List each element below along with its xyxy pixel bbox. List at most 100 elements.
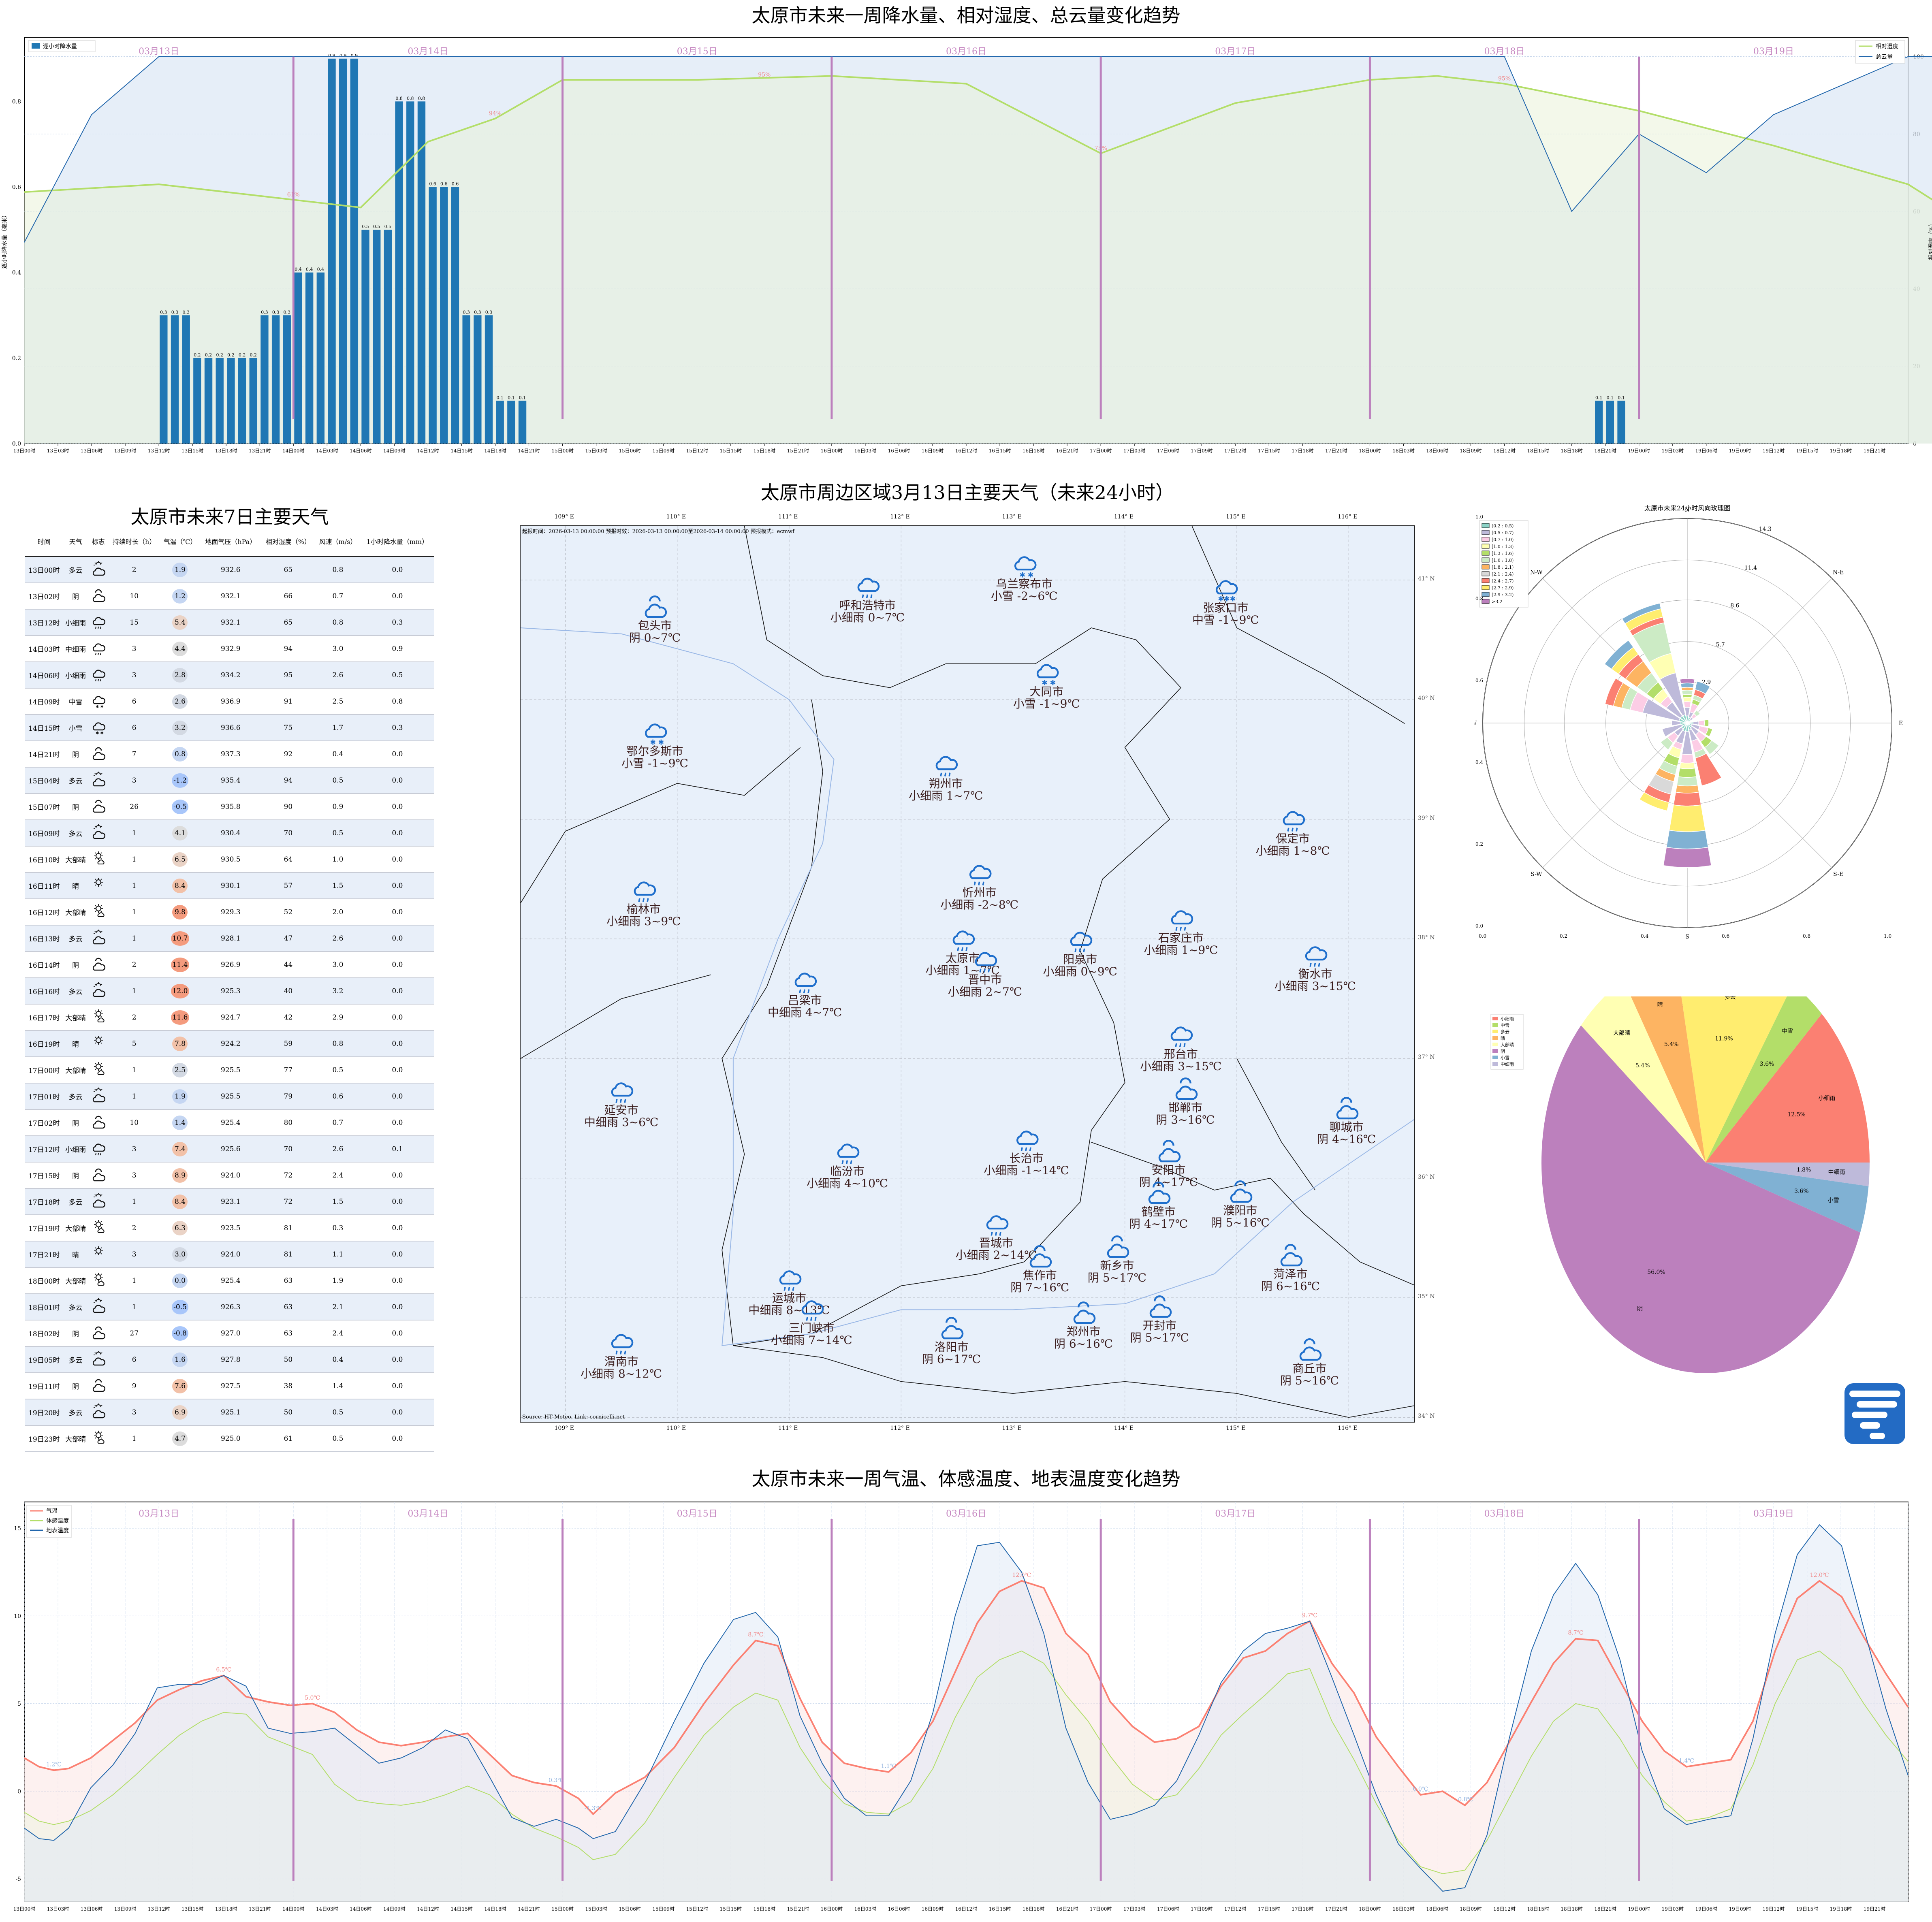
city-name: 鹤壁市 [1141,1205,1176,1219]
y-left-tick-label: 0.8 [12,98,21,105]
x-tick-label: 18日00时 [1359,448,1381,454]
map-city-marker[interactable]: 衡水市 小细雨 3~15℃ [1274,940,1356,992]
map-city-marker[interactable]: 晋中市 小细雨 2~7℃ [948,945,1022,998]
city-forecast: 小雪 -1~9℃ [1013,697,1080,710]
overcast-icon [90,1377,107,1393]
map-city-marker[interactable]: 保定市 小细雨 1~8℃ [1255,804,1330,857]
table-cell: 0.0 [360,741,434,768]
table-cell: 70 [261,820,316,847]
precip-bar-label: 0.8 [395,96,403,101]
map-city-marker[interactable]: 邢台市 小细雨 3~15℃ [1140,1020,1221,1073]
x-tick-label: 18日03时 [1392,448,1415,454]
map-city-marker[interactable]: 榆林市 小细雨 3~9℃ [606,875,681,928]
table-cell: 80 [261,1109,316,1136]
map-city-marker[interactable]: 焦作市阴 7~16℃ [1010,1241,1069,1294]
map-city-marker[interactable]: 临汾市 小细雨 4~10℃ [807,1137,888,1190]
map-city-marker[interactable]: 包头市阴 0~7℃ [629,591,681,644]
map-city-marker[interactable]: 濮阳市阴 5~16℃ [1211,1176,1270,1229]
city-name: 邯郸市 [1168,1101,1202,1115]
longitude-label: 115° E [1226,514,1246,520]
x-tick-label: 18日18时 [1561,1906,1583,1912]
map-city-marker[interactable]: 邯郸市阴 3~16℃ [1156,1073,1215,1126]
map-city-marker[interactable]: 郑州市阴 6~16℃ [1054,1297,1113,1350]
legend-label: [1.3 : 1.6) [1492,551,1514,556]
map-city-marker[interactable]: 吕梁市 中细雨 4~7℃ [768,966,842,1019]
precip-bar [339,58,347,444]
x-tick-label: 15日12时 [686,1906,708,1912]
map-city-marker[interactable]: 商丘市阴 5~16℃ [1280,1334,1339,1387]
overcast-icon [922,1313,981,1341]
table-row: 17日12时 小细雨 3 7.4 925.6 70 2.6 0.1 [25,1136,434,1163]
drizzle-icon [940,858,1018,887]
legend-swatch [1492,1062,1498,1066]
table-cell: 6 [108,715,160,741]
table-cell: 14日06时 [25,662,63,689]
rose-x-tick: 0.8 [1803,933,1810,939]
table-cell: 94 [261,636,316,662]
table-cell: 3 [108,636,160,662]
day-label: 03月13日 [139,1509,179,1519]
precip-bar [193,358,201,444]
map-city-marker[interactable]: 阳泉市 小细雨 0~9℃ [1043,925,1117,978]
temperature-badge: 9.8 [172,904,188,919]
map-city-marker[interactable]: 安阳市阴 4~17℃ [1139,1136,1198,1188]
pie-percent-label: 56.0% [1647,1269,1665,1276]
map-city-marker[interactable]: ✱✱✱ 张家口市 中雪 -1~9℃ [1192,574,1259,626]
pie-slice [1541,1025,1861,1373]
map-city-marker[interactable]: ✱ ✱ 鄂尔多斯市 小雪 -1~9℃ [621,717,688,770]
table-row: 15日04时 多云 3 -1.2 935.4 94 0.5 0.0 [25,767,434,794]
table-cell: 多云 [63,925,88,952]
map-city-marker[interactable]: 渭南市 小细雨 8~12℃ [581,1327,662,1380]
mostly-sunny-icon [90,903,107,919]
table-cell: 38 [261,1373,316,1399]
map-city-marker[interactable]: 聊城市阴 4~16℃ [1317,1093,1376,1146]
map-city-marker[interactable]: 三门峡市 小细雨 7~14℃ [771,1294,852,1346]
map-city-marker[interactable]: ✱ ✱ 乌兰察布市 小雪 -2~6℃ [991,550,1058,602]
map-city-marker[interactable]: 延安市 中细雨 3~6℃ [584,1076,658,1128]
map-city-marker[interactable]: ✱ ✱ 大同市 小雪 -1~9℃ [1013,657,1080,710]
map-city-marker[interactable]: 石家庄市 小细雨 1~9℃ [1144,904,1218,956]
x-tick-label: 15日21时 [787,1906,809,1912]
rose-segment [1698,720,1705,726]
map-city-marker[interactable]: 长治市 小细雨 -1~14℃ [984,1124,1069,1177]
overcast-icon [1261,1240,1320,1268]
legend-label: 逐小时降水量 [43,43,77,50]
map-city-marker[interactable]: 鹤壁市阴 4~17℃ [1129,1178,1188,1230]
map-city-marker[interactable]: 晋城市 小细雨 2~14℃ [955,1209,1037,1261]
table-row: 18日00时 大部晴 1 0.0 925.4 63 1.9 0.0 [25,1267,434,1294]
rose-segment [1683,701,1691,708]
x-tick-label: 17日12时 [1224,1906,1247,1912]
table-row: 16日10时 大部晴 1 6.5 930.5 64 1.0 0.0 [25,846,434,873]
precip-bar [474,315,482,444]
precip-bar-label: 0.3 [485,309,493,315]
x-tick-label: 18日15时 [1527,1906,1549,1912]
map-city-marker[interactable]: 菏泽市阴 6~16℃ [1261,1240,1320,1293]
city-forecast: 小雪 -2~6℃ [991,589,1058,603]
x-tick-label: 13日00时 [13,448,36,454]
map-city-marker[interactable]: 开封市阴 5~17℃ [1130,1291,1189,1344]
temperature-badge: 4.4 [172,641,188,656]
x-tick-label: 13日21时 [249,448,271,454]
x-tick-label: 16日18时 [1023,448,1045,454]
precip-humidity-cloud-chart: 0204060801000.00.20.40.60.80.30.30.30.20… [1,37,1932,454]
map-city-marker[interactable]: 太原市 小细雨 1~7℃ [926,924,1000,977]
x-tick-label: 13日09时 [114,1906,137,1912]
drizzle-icon [807,1137,888,1165]
table-cell: 2 [108,951,160,978]
weather-map[interactable]: 起报时间：2026-03-13 00:00:00 预报时效：2026-03-13… [520,525,1415,1423]
table-cell: 3.2 [315,978,361,1005]
pie-slice [1706,1163,1869,1233]
map-city-marker[interactable]: 呼和浩特市 小细雨 0~7℃ [830,571,905,624]
rose-segment [1678,768,1697,778]
map-city-marker[interactable]: 忻州市 小细雨 -2~8℃ [940,858,1018,911]
map-city-marker[interactable]: 朔州市 小细雨 1~7℃ [909,749,983,802]
rose-segment [1666,830,1709,849]
precip-bar [227,358,235,444]
rose-segment [1680,683,1695,688]
map-city-marker[interactable]: 新乡市阴 5~17℃ [1088,1231,1146,1284]
weather-icon-drizzle [88,662,109,689]
temperature-badge: 1.6 [172,1352,188,1367]
map-city-marker[interactable]: 洛阳市阴 6~17℃ [922,1313,981,1365]
table-cell: 0.0 [360,1030,434,1057]
table-row: 16日09时 多云 1 4.1 930.4 70 0.5 0.0 [25,820,434,847]
